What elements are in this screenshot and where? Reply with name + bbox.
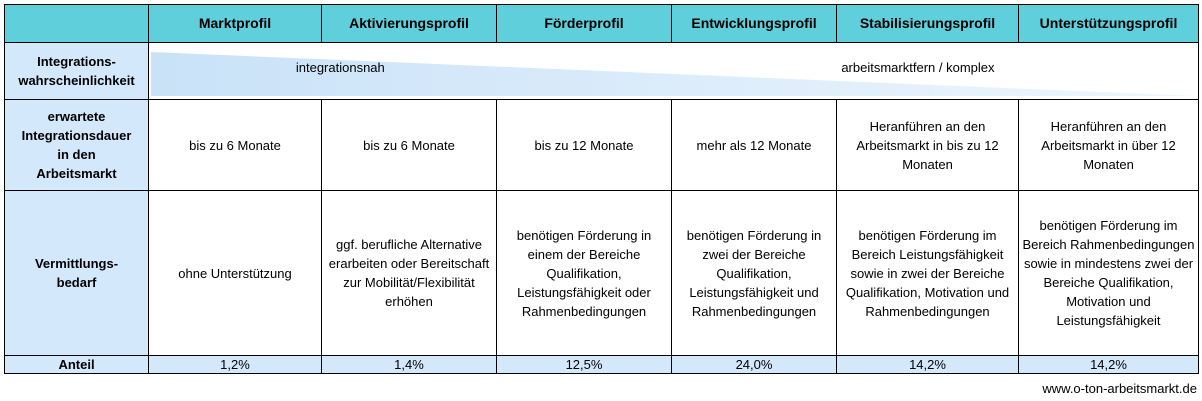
row-label-duration: erwartete Integrationsdauer in den Arbei… [4, 99, 149, 191]
need-cell: benötigen Förderung im Bereich Leistungs… [836, 190, 1019, 356]
header-row: Marktprofil Aktivierungsprofil Förderpro… [4, 4, 1199, 43]
row-label-need: Vermittlungs- bedarf [4, 190, 149, 356]
duration-cell: Heranführen an den Arbeitsmarkt in über … [1018, 99, 1199, 191]
need-cell: benötigen Förderung im Bereich Rahmenbed… [1018, 190, 1199, 356]
column-header: Förderprofil [496, 4, 672, 43]
need-cell: benötigen Förderung in einem der Bereich… [496, 190, 672, 356]
probability-near-label: integrationsnah [295, 59, 385, 75]
column-header: Entwicklungsprofil [671, 4, 837, 43]
duration-cell: bis zu 6 Monate [321, 99, 497, 191]
share-cell: 1,2% [148, 355, 322, 374]
probability-far-label: arbeitsmarktfern / komplex [841, 59, 995, 75]
row-label-probability: Integrations- wahrscheinlichkeit [4, 42, 149, 100]
need-cell: ggf. berufliche Alternative erarbeiten o… [321, 190, 497, 356]
share-cell: 14,2% [836, 355, 1019, 374]
source-link[interactable]: www.o-ton-arbeitsmarkt.de [1042, 381, 1197, 396]
profile-table-container: Marktprofil Aktivierungsprofil Förderpro… [4, 4, 1199, 374]
column-header: Stabilisierungsprofil [836, 4, 1019, 43]
column-header: Unterstützungsprofil [1018, 4, 1199, 43]
share-cell: 24,0% [671, 355, 837, 374]
header-corner [4, 4, 149, 43]
column-header: Marktprofil [148, 4, 322, 43]
need-cell: benötigen Förderung in zwei der Bereiche… [671, 190, 837, 356]
column-header: Aktivierungsprofil [321, 4, 497, 43]
share-cell: 1,4% [321, 355, 497, 374]
duration-cell: Heranführen an den Arbeitsmarkt in bis z… [836, 99, 1019, 191]
duration-cell: mehr als 12 Monate [671, 99, 837, 191]
duration-cell: bis zu 6 Monate [148, 99, 322, 191]
share-cell: 14,2% [1018, 355, 1199, 374]
probability-wedge [151, 51, 1196, 96]
duration-row: erwartete Integrationsdauer in den Arbei… [4, 99, 1199, 191]
profile-table: Marktprofil Aktivierungsprofil Förderpro… [4, 4, 1199, 374]
share-cell: 12,5% [496, 355, 672, 374]
probability-row: Integrations- wahrscheinlichkeit integra… [4, 42, 1199, 100]
need-row: Vermittlungs- bedarf ohne Unterstützung … [4, 190, 1199, 356]
row-label-share: Anteil [4, 355, 149, 374]
duration-cell: bis zu 12 Monate [496, 99, 672, 191]
probability-gradient-cell: integrationsnah arbeitsmarktfern / kompl… [148, 42, 1199, 100]
need-cell: ohne Unterstützung [148, 190, 322, 356]
share-row: Anteil 1,2% 1,4% 12,5% 24,0% 14,2% 14,2% [4, 355, 1199, 374]
